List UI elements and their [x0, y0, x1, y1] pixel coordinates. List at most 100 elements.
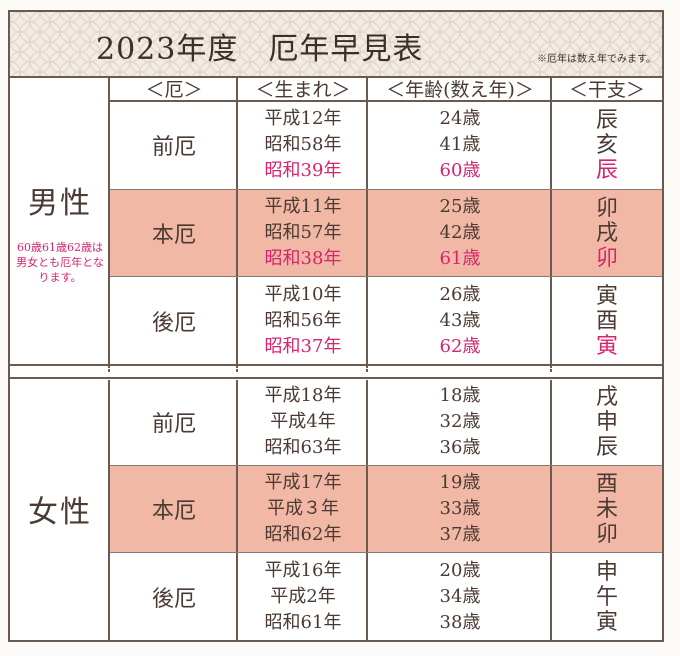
eto-line: 酉: [595, 308, 618, 334]
born-line: 平成11年: [264, 196, 342, 217]
eto-line: 寅: [595, 609, 618, 635]
grid-line: [236, 76, 238, 640]
born-line: 平成３年: [267, 498, 339, 519]
grid-line: [108, 76, 110, 640]
age-line: 43歳: [439, 310, 481, 331]
male-row-0-born: 平成12年昭和58年昭和39年: [238, 102, 368, 188]
grid-line: [110, 189, 662, 190]
age-line: 61歳: [439, 248, 481, 269]
born-line: 昭和58年: [264, 134, 342, 155]
title-year: 2023年度: [96, 32, 239, 67]
age-line: 32歳: [439, 411, 481, 432]
eto-line: 午: [595, 584, 618, 610]
male-row-0-age: 24歳 41歳 60歳: [368, 102, 552, 188]
male-group-label: 男性 60歳61歳62歳は男女とも厄年となります。: [10, 100, 110, 362]
section-divider: [10, 368, 662, 369]
male-row-2-born: 平成10年 昭和56年 昭和37年: [238, 278, 368, 364]
grid-line: [366, 76, 368, 640]
eto-line: 寅: [595, 333, 618, 359]
male-row-1-eto: 卯戌卯: [552, 190, 662, 276]
born-line: 昭和37年: [264, 336, 342, 357]
eto-line: 卯: [595, 195, 618, 221]
male-row-2-age: 26歳 43歳 62歳: [368, 278, 552, 364]
born-line: 平成18年: [264, 385, 342, 406]
born-line: 平成16年: [264, 560, 342, 581]
female-group-label: 女性: [10, 380, 110, 638]
born-line: 昭和39年: [264, 160, 342, 181]
eto-line: 申: [595, 559, 618, 585]
eto-line: 辰: [595, 157, 618, 183]
age-line: 25歳: [439, 196, 481, 217]
header: 2023年度 厄年早見表 ※厄年は数え年でみます。: [10, 12, 662, 78]
male-row-2-eto: 寅酉寅: [552, 278, 662, 364]
born-line: 平成12年: [264, 108, 342, 129]
eto-line: 辰: [595, 434, 618, 460]
column-header-yaku: ＜厄＞: [145, 78, 203, 101]
male-honyaku-band: [110, 190, 662, 276]
age-line: 42歳: [439, 222, 481, 243]
age-line: 62歳: [439, 336, 481, 357]
female-honyaku-band: [110, 466, 662, 552]
female-row-0-eto: 戌申辰: [552, 380, 662, 464]
eto-line: 辰: [595, 107, 618, 133]
female-row-1-yaku: 本厄: [151, 499, 196, 524]
female-row-2-yaku: 後厄: [151, 587, 196, 612]
born-line: 昭和38年: [264, 248, 342, 269]
age-line: 36歳: [439, 437, 481, 458]
female-row-2-born: 平成16年平成2年昭和61年: [238, 554, 368, 640]
age-line: 18歳: [439, 385, 481, 406]
grid-line: [110, 552, 662, 553]
grid-line: [110, 100, 662, 102]
female-row-2-eto: 申午寅: [552, 554, 662, 640]
grid-line: [110, 465, 662, 466]
column-header-age: ＜年齢(数え年)＞: [386, 78, 534, 101]
female-row-1-born: 平成17年 平成３年 昭和62年: [238, 466, 368, 552]
title-main: 厄年早見表: [268, 32, 424, 67]
age-line: 37歳: [439, 524, 481, 545]
column-header-birth: ＜生まれ＞: [255, 78, 351, 101]
male-row-2-yaku: 後厄: [151, 311, 196, 336]
eto-line: 戌: [595, 220, 618, 246]
header-note: ※厄年は数え年でみます。: [537, 54, 656, 65]
female-row-0-yaku: 前厄: [151, 412, 196, 437]
eto-line: 未: [595, 496, 618, 522]
eto-line: 寅: [595, 283, 618, 309]
born-line: 平成17年: [264, 472, 342, 493]
grid-line: [550, 76, 552, 640]
eto-line: 戌: [595, 384, 618, 410]
age-line: 38歳: [439, 612, 481, 633]
age-line: 19歳: [439, 472, 481, 493]
eto-line: 亥: [595, 132, 618, 158]
born-line: 昭和61年: [264, 612, 342, 633]
column-header-eto: ＜干支＞: [568, 78, 645, 101]
yakudoshi-chart: 2023年度 厄年早見表 ※厄年は数え年でみます。 ＜厄＞ ＜生まれ＞ ＜年齢(数…: [8, 10, 664, 642]
age-line: 33歳: [439, 498, 481, 519]
age-line: 60歳: [439, 160, 481, 181]
age-line: 26歳: [439, 284, 481, 305]
eto-line: 卯: [595, 521, 618, 547]
born-line: 昭和57年: [264, 222, 342, 243]
grid-line: [110, 276, 662, 277]
female-row-2-age: 20歳 34歳 38歳: [368, 554, 552, 640]
born-line: 昭和56年: [264, 310, 342, 331]
born-line: 平成2年: [270, 586, 336, 607]
age-line: 24歳: [439, 108, 481, 129]
female-row-0-age: 18歳 32歳 36歳: [368, 380, 552, 464]
male-row-1-yaku: 本厄: [151, 223, 196, 248]
male-row-0-eto: 辰亥辰: [552, 102, 662, 188]
eto-line: 申: [595, 409, 618, 435]
female-row-1-eto: 酉未卯: [552, 466, 662, 552]
female-row-0-born: 平成18年平成4年昭和63年: [238, 380, 368, 464]
gender-male: 男性: [28, 185, 92, 221]
eto-line: 酉: [595, 471, 618, 497]
born-line: 昭和63年: [264, 437, 342, 458]
born-line: 平成4年: [270, 411, 336, 432]
male-row-1-born: 平成11年昭和57年昭和38年: [238, 190, 368, 276]
male-row-0-yaku: 前厄: [151, 135, 196, 160]
eto-line: 卯: [595, 245, 618, 271]
section-divider: [10, 364, 662, 366]
female-row-1-age: 19歳 33歳 37歳: [368, 466, 552, 552]
age-line: 41歳: [439, 134, 481, 155]
age-line: 34歳: [439, 586, 481, 607]
section-divider: [10, 372, 662, 380]
